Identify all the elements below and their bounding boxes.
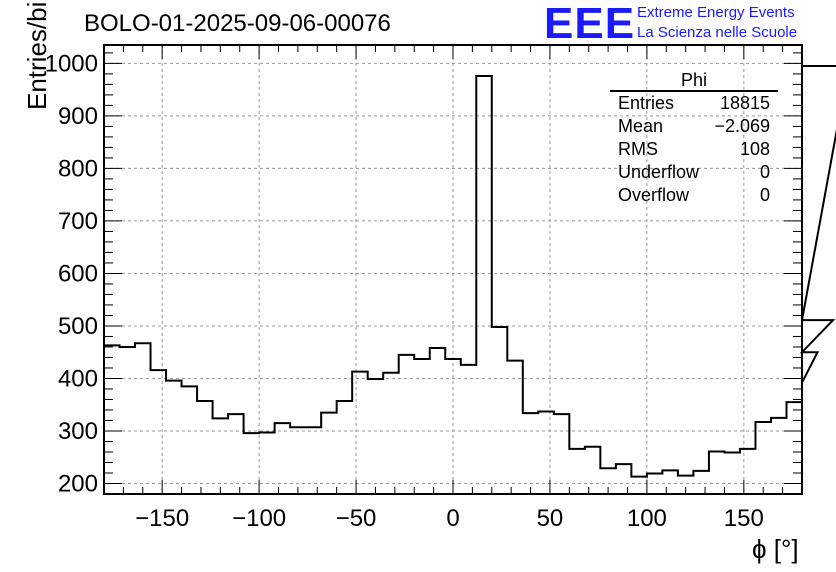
stats-row-underflow: Underflow 0 bbox=[610, 161, 778, 184]
stats-value: −2.069 bbox=[714, 116, 770, 136]
eee-logo: EEE bbox=[544, 0, 636, 48]
stats-box: Phi Entries 18815 Mean −2.069 RMS 108 Un… bbox=[610, 70, 778, 207]
stats-name: Phi bbox=[610, 70, 778, 92]
y-tick-label: 300 bbox=[58, 418, 98, 445]
x-tick-label: 0 bbox=[446, 505, 459, 532]
x-tick-label: 50 bbox=[537, 505, 564, 532]
grid-lines bbox=[104, 45, 802, 494]
chart-title: BOLO-01-2025-09-06-00076 bbox=[84, 10, 391, 37]
x-tick-label: −100 bbox=[232, 505, 286, 532]
tick-labels: −150 −100 −50 0 50 100 150 200 300 400 500 600 700 80… bbox=[45, 50, 764, 532]
stats-value: 0 bbox=[759, 162, 770, 182]
stats-value: 18815 bbox=[719, 93, 770, 113]
y-tick-label: 700 bbox=[58, 208, 98, 235]
stats-label: Mean bbox=[618, 116, 664, 136]
x-axis-label: ϕ [°] bbox=[752, 534, 799, 564]
stats-row-entries: Entries 18815 bbox=[610, 92, 778, 115]
logo-line-1: Extreme Energy Events bbox=[637, 4, 795, 21]
stats-value: 0 bbox=[759, 185, 770, 205]
y-tick-label: 1000 bbox=[45, 50, 98, 77]
x-tick-label: 150 bbox=[724, 505, 764, 532]
logo-line-2: La Scienza nelle Scuole bbox=[637, 24, 798, 41]
stats-row-rms: RMS 108 bbox=[610, 138, 778, 161]
y-tick-label: 200 bbox=[58, 470, 98, 497]
x-tick-label: −50 bbox=[336, 505, 377, 532]
stats-label: RMS bbox=[618, 139, 658, 159]
y-tick-label: 500 bbox=[58, 313, 98, 340]
stats-row-mean: Mean −2.069 bbox=[610, 115, 778, 138]
y-tick-label: 400 bbox=[58, 365, 98, 392]
y-tick-label: 800 bbox=[58, 155, 98, 182]
stats-value: 108 bbox=[739, 139, 770, 159]
x-tick-label: −150 bbox=[135, 505, 189, 532]
stats-label: Overflow bbox=[618, 185, 690, 205]
stats-label: Underflow bbox=[618, 162, 700, 182]
stats-row-overflow: Overflow 0 bbox=[610, 184, 778, 207]
x-tick-label: 100 bbox=[627, 505, 667, 532]
stats-label: Entries bbox=[618, 93, 675, 113]
histogram-series bbox=[104, 65, 836, 478]
y-tick-label: 900 bbox=[58, 103, 98, 130]
y-tick-label: 600 bbox=[58, 260, 98, 287]
axis-ticks bbox=[103, 45, 803, 494]
logo-caption: Extreme Energy Events La Scienza nelle S… bbox=[637, 3, 797, 43]
y-axis-label: Entries/bin bbox=[22, 0, 52, 110]
